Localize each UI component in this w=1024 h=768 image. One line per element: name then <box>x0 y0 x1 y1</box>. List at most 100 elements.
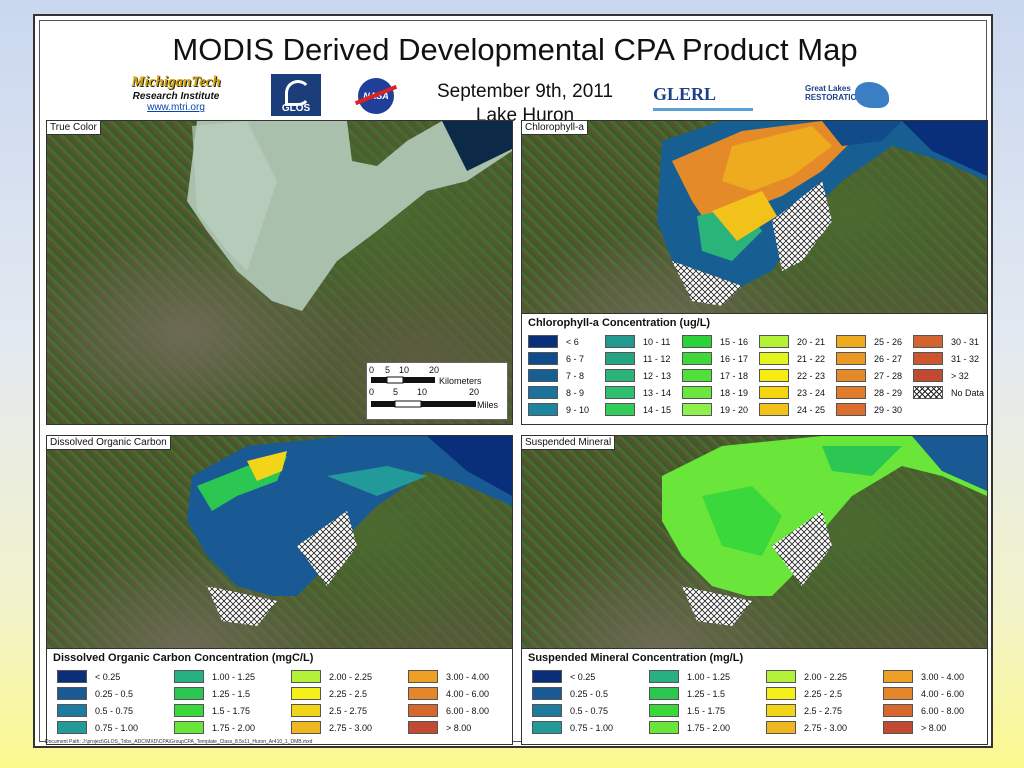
legend-label: 0.75 - 1.00 <box>95 722 139 733</box>
legend-label: > 8.00 <box>921 722 947 733</box>
legend-swatch <box>408 687 438 700</box>
legend-swatch <box>605 369 635 382</box>
legend-item: No Data <box>913 385 984 400</box>
legend-swatch <box>605 352 635 365</box>
legend-item: 19 - 20 <box>682 402 748 417</box>
legend-label: 7 - 8 <box>566 370 585 381</box>
legend-swatch <box>836 335 866 348</box>
legend-label: 4.00 - 6.00 <box>446 688 490 699</box>
legend-label: 2.75 - 3.00 <box>804 722 848 733</box>
legend-swatch <box>883 687 913 700</box>
legend-swatch <box>682 403 712 416</box>
legend-swatch <box>682 386 712 399</box>
legend-item: 15 - 16 <box>682 334 748 349</box>
sm-legend: Suspended Mineral Concentration (mg/L) <… <box>522 648 987 744</box>
legend-label: 1.00 - 1.25 <box>687 671 731 682</box>
legend-item: 12 - 13 <box>605 368 671 383</box>
legend-item: 23 - 24 <box>759 385 825 400</box>
legend-swatch <box>605 335 635 348</box>
glos-logo: GLOS <box>271 74 321 116</box>
legend-swatch <box>291 670 321 683</box>
legend-item: 2.25 - 2.5 <box>291 686 367 701</box>
legend-label: > 8.00 <box>446 722 472 733</box>
legend-swatch <box>57 687 87 700</box>
glr-logo-text: Great Lakes RESTORATION <box>805 84 863 102</box>
legend-item: 29 - 30 <box>836 402 902 417</box>
legend-item: 8 - 9 <box>528 385 584 400</box>
mtu-logo: MichiganTech Research Institute www.mtri… <box>121 74 231 113</box>
legend-label: 1.25 - 1.5 <box>212 688 251 699</box>
legend-swatch <box>57 670 87 683</box>
legend-swatch <box>759 369 789 382</box>
legend-label: 15 - 16 <box>720 336 749 347</box>
legend-label: < 0.25 <box>570 671 596 682</box>
legend-swatch <box>528 352 558 365</box>
panel-label-true-color: True Color <box>47 121 101 135</box>
mi-label: Miles <box>477 400 499 410</box>
legend-item: 28 - 29 <box>836 385 902 400</box>
legend-swatch <box>649 704 679 717</box>
legend-swatch <box>766 721 796 734</box>
legend-swatch <box>766 670 796 683</box>
legend-swatch <box>57 704 87 717</box>
great-lakes-restoration-logo: Great Lakes RESTORATION <box>805 82 895 108</box>
legend-swatch <box>682 352 712 365</box>
glos-wave-icon <box>285 80 311 106</box>
legend-swatch <box>532 687 562 700</box>
legend-label: < 0.25 <box>95 671 121 682</box>
map-title: MODIS Derived Developmental CPA Product … <box>172 32 858 67</box>
legend-label: 3.00 - 4.00 <box>921 671 965 682</box>
legend-swatch <box>528 335 558 348</box>
legend-label: 2.00 - 2.25 <box>329 671 373 682</box>
legend-label: 6.00 - 8.00 <box>446 705 490 716</box>
km-tick-20: 20 <box>429 365 439 375</box>
legend-label: No Data <box>951 387 985 398</box>
mtu-logo-name: MichiganTech <box>131 74 221 90</box>
legend-item: 16 - 17 <box>682 351 748 366</box>
legend-item: 2.00 - 2.25 <box>766 669 847 684</box>
legend-swatch <box>57 721 87 734</box>
legend-item: 0.75 - 1.00 <box>532 720 613 735</box>
map-sheet: MODIS Derived Developmental CPA Product … <box>33 14 993 748</box>
legend-item: > 32 <box>913 368 969 383</box>
legend-item: > 8.00 <box>883 720 946 735</box>
legend-item: 4.00 - 6.00 <box>883 686 964 701</box>
legend-swatch <box>528 403 558 416</box>
legend-label: 27 - 28 <box>874 370 903 381</box>
legend-item: 1.25 - 1.5 <box>174 686 250 701</box>
legend-swatch <box>883 721 913 734</box>
doc-panel: Dissolved Organic Carbon Dissolved Organ… <box>46 435 513 745</box>
legend-item: 26 - 27 <box>836 351 902 366</box>
mtu-url-link[interactable]: www.mtri.org <box>147 102 205 113</box>
legend-swatch <box>528 369 558 382</box>
km-tick-5: 5 <box>385 365 390 375</box>
legend-item: 1.25 - 1.5 <box>649 686 725 701</box>
legend-swatch <box>836 352 866 365</box>
scale-bar: 0 5 10 20 Kilometers 0 5 10 20 Miles <box>366 362 508 420</box>
legend-swatch <box>408 670 438 683</box>
legend-item: 2.5 - 2.75 <box>766 703 842 718</box>
nasa-logo: NASA <box>358 78 394 114</box>
legend-item: 21 - 22 <box>759 351 825 366</box>
legend-swatch <box>836 403 866 416</box>
legend-item: 7 - 8 <box>528 368 584 383</box>
legend-item: 4.00 - 6.00 <box>408 686 489 701</box>
legend-label: 24 - 25 <box>797 404 826 415</box>
legend-label: 8 - 9 <box>566 387 585 398</box>
legend-item: 2.00 - 2.25 <box>291 669 372 684</box>
legend-swatch <box>766 687 796 700</box>
legend-item: 6 - 7 <box>528 351 584 366</box>
doc-legend-title: Dissolved Organic Carbon Concentration (… <box>53 652 314 664</box>
chlorophyll-legend: Chlorophyll-a Concentration (ug/L) < 6 6 … <box>522 313 987 424</box>
legend-swatch <box>174 670 204 683</box>
legend-label: 1.25 - 1.5 <box>687 688 726 699</box>
mi-tick-5: 5 <box>393 387 398 397</box>
legend-item: 0.25 - 0.5 <box>57 686 133 701</box>
legend-item: 3.00 - 4.00 <box>883 669 964 684</box>
legend-item: 22 - 23 <box>759 368 825 383</box>
legend-label: 11 - 12 <box>643 353 671 364</box>
legend-label: 0.5 - 0.75 <box>570 705 609 716</box>
legend-label: 25 - 26 <box>874 336 903 347</box>
legend-swatch <box>836 386 866 399</box>
legend-label: 0.5 - 0.75 <box>95 705 134 716</box>
